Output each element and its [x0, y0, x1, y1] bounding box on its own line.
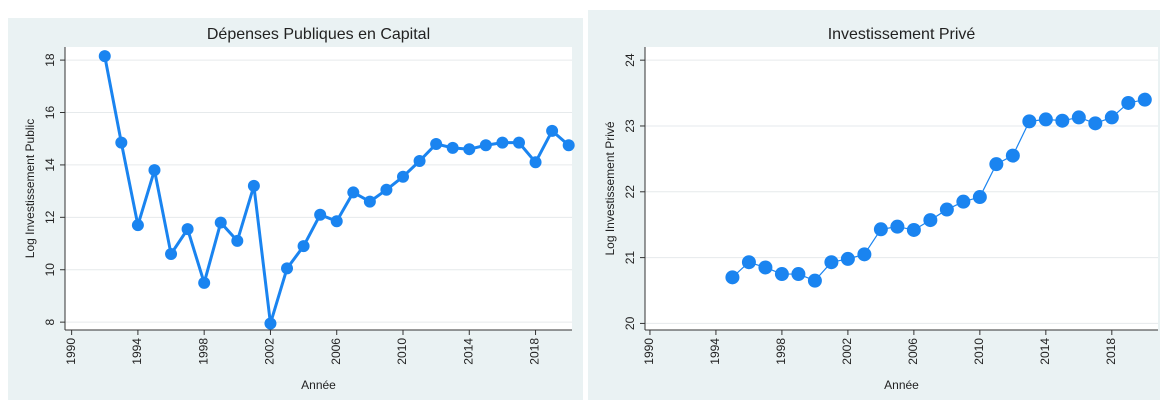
data-point — [529, 156, 542, 169]
data-point — [231, 234, 244, 247]
data-point — [890, 219, 905, 234]
y-tick-label: 24 — [623, 53, 637, 67]
data-point — [972, 190, 987, 205]
data-point — [1071, 110, 1086, 125]
plot-area — [645, 47, 1158, 330]
data-point — [857, 247, 872, 262]
data-point — [330, 215, 343, 228]
data-point — [758, 260, 773, 275]
x-tick-label: 1998 — [196, 338, 210, 365]
x-tick-label: 2002 — [263, 338, 277, 365]
data-point — [247, 179, 260, 192]
data-point — [446, 141, 459, 154]
data-point — [363, 195, 376, 208]
x-tick-label: 1990 — [64, 338, 78, 365]
data-point — [1137, 92, 1152, 107]
x-tick-label: 2018 — [528, 338, 542, 365]
data-point — [546, 124, 559, 137]
x-tick-label: 2014 — [1038, 338, 1052, 365]
y-tick-label: 12 — [43, 210, 57, 224]
data-point — [1005, 148, 1020, 163]
data-point — [840, 251, 855, 266]
y-axis-label: Log Investissement Privé — [603, 121, 617, 255]
data-point — [956, 194, 971, 209]
data-point — [397, 170, 409, 183]
y-tick-label: 20 — [623, 316, 637, 330]
data-point — [479, 139, 492, 152]
data-point — [1104, 110, 1119, 125]
y-tick-label: 16 — [43, 106, 57, 120]
data-point — [939, 202, 954, 217]
data-point — [906, 222, 921, 237]
data-point — [807, 273, 822, 288]
data-point — [725, 270, 740, 285]
plot-area — [65, 47, 572, 330]
data-point — [1038, 112, 1053, 127]
data-point — [791, 267, 806, 282]
data-point — [214, 216, 227, 229]
data-point — [148, 164, 161, 177]
y-tick-label: 21 — [623, 251, 637, 265]
x-tick-label: 2006 — [329, 338, 343, 365]
data-point — [824, 255, 839, 270]
data-point — [347, 186, 360, 199]
x-axis-label: Année — [884, 378, 919, 392]
data-point — [430, 137, 443, 150]
x-tick-label: 1998 — [774, 338, 788, 365]
x-tick-label: 2010 — [395, 338, 409, 365]
data-point — [98, 50, 111, 63]
data-point — [314, 208, 327, 221]
x-tick-label: 2010 — [972, 338, 986, 365]
data-point — [1055, 113, 1070, 128]
x-axis-label: Année — [301, 378, 336, 392]
x-tick-label: 2014 — [461, 338, 475, 365]
data-point — [115, 136, 128, 149]
y-tick-label: 10 — [43, 263, 57, 277]
data-point — [774, 267, 789, 282]
y-tick-label: 14 — [43, 158, 57, 172]
x-tick-label: 2018 — [1104, 338, 1118, 365]
data-point — [873, 222, 888, 237]
x-tick-label: 1994 — [130, 338, 144, 365]
y-tick-label: 23 — [623, 119, 637, 133]
data-point — [181, 223, 194, 236]
data-point — [989, 157, 1004, 172]
data-point — [1121, 95, 1136, 110]
data-point — [463, 143, 476, 156]
data-point — [512, 136, 525, 149]
chart-title: Investissement Privé — [828, 26, 976, 43]
data-point — [165, 248, 178, 261]
data-point — [413, 154, 426, 167]
data-point — [380, 183, 393, 196]
data-point — [923, 213, 938, 228]
data-point — [741, 255, 756, 270]
y-axis-label: Log Investissement Public — [23, 119, 37, 258]
x-tick-label: 2002 — [840, 338, 854, 365]
data-point — [131, 219, 144, 232]
data-point — [281, 262, 294, 275]
x-tick-label: 1990 — [642, 338, 656, 365]
data-point — [297, 240, 310, 253]
data-point — [496, 136, 509, 149]
data-point — [562, 139, 575, 152]
y-tick-label: 18 — [43, 53, 57, 67]
y-tick-label: 8 — [43, 318, 57, 325]
y-tick-label: 22 — [623, 185, 637, 199]
data-point — [198, 276, 211, 289]
chart-title: Dépenses Publiques en Capital — [207, 26, 430, 43]
x-tick-label: 1994 — [708, 338, 722, 365]
data-point — [1022, 114, 1037, 129]
x-tick-label: 2006 — [906, 338, 920, 365]
data-point — [1088, 116, 1103, 131]
data-point — [264, 317, 277, 330]
